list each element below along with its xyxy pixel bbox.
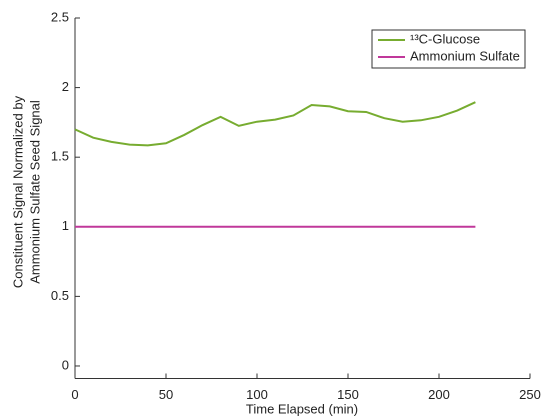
y-axis-label: Constituent Signal Normalized by bbox=[10, 95, 25, 288]
x-tick-label: 250 bbox=[519, 387, 541, 402]
legend-label: ¹³C-Glucose bbox=[410, 31, 480, 46]
x-tick-label: 150 bbox=[337, 387, 359, 402]
series-line bbox=[74, 101, 476, 147]
y-tick-label: 0 bbox=[62, 357, 69, 372]
y-tick-label: 1 bbox=[62, 218, 69, 233]
y-tick-label: 1.5 bbox=[51, 149, 69, 164]
x-axis-label: Time Elapsed (min) bbox=[246, 401, 358, 416]
legend-box bbox=[371, 29, 526, 69]
x-tick-label: 100 bbox=[246, 387, 268, 402]
x-tick-label: 50 bbox=[159, 387, 173, 402]
x-tick-label: 0 bbox=[71, 387, 78, 402]
y-tick-label: 0.5 bbox=[51, 288, 69, 303]
y-axis-label: Ammonium Sulfate Seed Signal bbox=[27, 100, 42, 284]
x-tick-label: 200 bbox=[428, 387, 450, 402]
y-tick-label: 2.5 bbox=[51, 9, 69, 24]
legend-label: Ammonium Sulfate bbox=[410, 48, 520, 63]
y-tick-label: 2 bbox=[62, 79, 69, 94]
